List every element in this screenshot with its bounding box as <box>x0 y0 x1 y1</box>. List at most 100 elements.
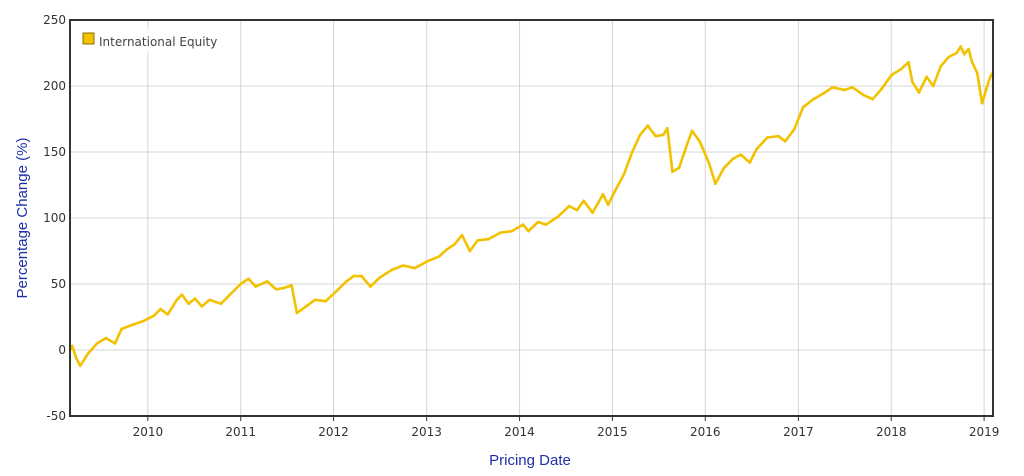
data-point <box>113 342 117 345</box>
data-point <box>748 161 752 164</box>
data-point <box>707 161 711 164</box>
data-point <box>438 254 441 258</box>
y-axis-ticks: -50 0 50 100 150 200 250 <box>43 13 66 423</box>
data-point <box>120 327 123 331</box>
data-point <box>282 286 286 290</box>
data-point <box>360 274 363 278</box>
x-tick-label: 2019 <box>969 425 1000 439</box>
data-point <box>812 97 815 101</box>
data-point <box>290 284 293 287</box>
data-point <box>792 128 796 131</box>
data-point <box>544 223 548 226</box>
legend-swatch <box>82 32 95 45</box>
y-tick-label: 100 <box>43 211 66 225</box>
data-point <box>200 305 204 308</box>
data-point <box>228 293 232 296</box>
data-point <box>265 280 269 283</box>
data-point <box>959 45 962 48</box>
x-tick-label: 2013 <box>411 425 442 439</box>
data-point <box>739 153 743 156</box>
data-point <box>925 75 928 79</box>
data-point <box>900 67 903 71</box>
y-tick-label: -50 <box>46 409 66 423</box>
data-point <box>468 249 472 253</box>
data-point <box>239 282 242 286</box>
x-tick-label: 2010 <box>133 425 164 439</box>
grid <box>70 19 993 417</box>
data-point <box>698 140 701 143</box>
data-point <box>851 86 854 89</box>
data-point <box>582 199 585 203</box>
data-point <box>685 144 688 147</box>
data-point <box>402 264 405 267</box>
data-point <box>378 276 382 279</box>
data-point <box>975 71 979 75</box>
data-point <box>777 134 780 138</box>
data-point <box>567 204 571 208</box>
data-point <box>591 211 594 214</box>
data-point <box>460 233 464 237</box>
data-point <box>823 91 827 94</box>
data-point <box>931 84 935 88</box>
data-point <box>324 299 328 303</box>
data-point <box>955 51 958 55</box>
y-tick-label: 250 <box>43 13 66 27</box>
data-point <box>967 47 970 51</box>
data-point <box>638 133 642 137</box>
y-axis-title: Percentage Change (%) <box>14 138 31 299</box>
series-line-international-equity[interactable] <box>68 45 995 368</box>
data-point <box>295 311 299 315</box>
data-point <box>614 187 618 191</box>
data-point <box>630 150 634 154</box>
data-point <box>917 91 921 94</box>
legend-background <box>80 29 227 53</box>
data-point <box>970 60 974 64</box>
x-tick-label: 2012 <box>318 425 349 439</box>
data-point <box>425 260 429 263</box>
data-point <box>180 293 184 296</box>
data-point <box>690 129 694 133</box>
data-point <box>487 237 490 241</box>
legend-label: International Equity <box>99 35 217 49</box>
data-point <box>831 86 834 89</box>
data-point <box>783 140 787 143</box>
data-point <box>536 220 540 224</box>
data-point <box>254 285 257 288</box>
data-point <box>889 74 893 77</box>
data-point <box>939 64 943 68</box>
data-point <box>95 342 99 345</box>
data-point <box>671 170 674 174</box>
x-axis-ticks: 2010 2011 2012 2013 2014 2015 2016 2017 2018 2019 <box>133 416 1000 439</box>
data-point <box>152 314 156 318</box>
data-point <box>527 229 530 233</box>
x-axis-title: Pricing Date <box>489 452 571 469</box>
data-point <box>907 60 910 64</box>
data-point <box>335 289 339 292</box>
plot-frame <box>69 19 994 417</box>
data-point <box>413 266 417 270</box>
data-point <box>947 55 950 59</box>
y-tick-label: 0 <box>58 343 66 357</box>
data-point <box>193 297 197 300</box>
data-point <box>985 87 988 90</box>
data-point <box>606 203 610 207</box>
legend[interactable]: International Equity <box>80 29 227 53</box>
data-point <box>313 298 317 302</box>
data-point <box>142 319 145 323</box>
data-point <box>801 105 805 109</box>
data-point <box>391 268 394 271</box>
data-point <box>666 126 669 130</box>
data-point <box>104 336 108 340</box>
data-point <box>662 133 665 137</box>
data-point <box>74 356 78 360</box>
data-point <box>575 208 579 212</box>
data-point <box>345 280 348 283</box>
data-point <box>219 302 223 306</box>
x-tick-label: 2017 <box>783 425 814 439</box>
data-point <box>963 53 966 56</box>
data-point <box>166 313 169 316</box>
data-point <box>274 288 278 291</box>
data-point <box>622 173 626 176</box>
data-point <box>175 298 179 302</box>
